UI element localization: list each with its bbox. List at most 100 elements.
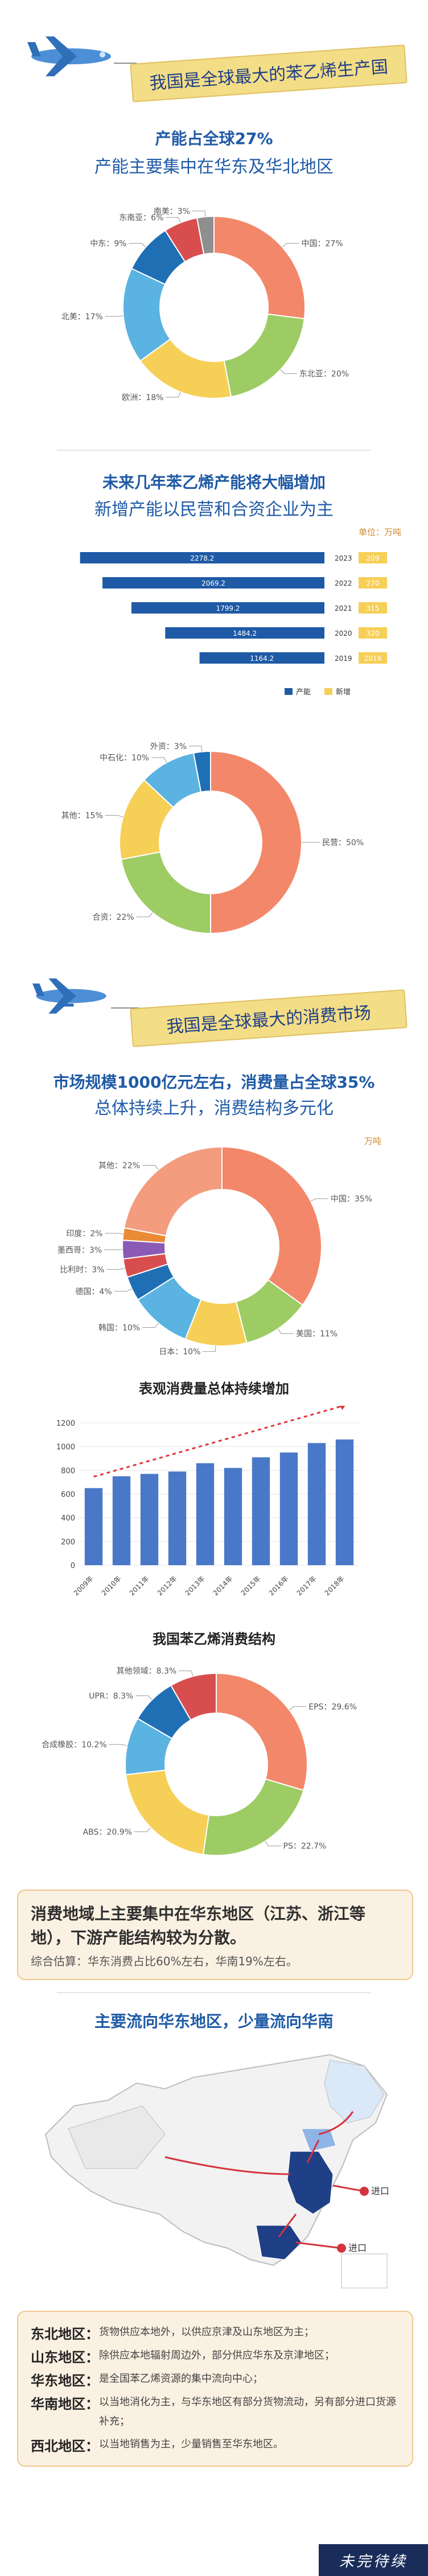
section5-title: 我国苯乙烯消费结构 <box>153 1631 275 1647</box>
trend-arrow <box>93 1406 345 1478</box>
pie-leader-line <box>203 1345 216 1352</box>
y-tick-label: 800 <box>61 1467 75 1475</box>
pie-leader-line <box>135 1695 153 1700</box>
pie-leader-line <box>136 912 153 917</box>
pie-label: 德国：4% <box>75 1287 112 1297</box>
capacity-bar <box>131 602 325 614</box>
pie-leader-line <box>282 243 299 248</box>
unit-label: 单位：万吨 <box>359 527 402 537</box>
pie-label: 外资：3% <box>150 742 187 751</box>
section2-title: 未来几年苯乙烯产能将大幅增加 <box>102 473 326 492</box>
capacity-value-label: 2069.2 <box>201 579 225 587</box>
pie-label: 南美：3% <box>154 207 190 216</box>
x-tick-label: 2009年 <box>72 1574 95 1597</box>
legend-swatch <box>285 688 293 695</box>
new-capacity-label: 320 <box>367 629 380 637</box>
apparent-consumption-chart: 0 200 400 600 800 1000 1200 2009年 2010年 2011年 2012… <box>56 1406 359 1597</box>
y-tick-label: 0 <box>71 1562 75 1570</box>
legend-label: 新增 <box>336 688 351 697</box>
new-capacity-label: 2019 <box>364 655 382 662</box>
y-tick-label: 400 <box>61 1515 75 1523</box>
pie-slice <box>202 1778 304 1856</box>
south-china-region <box>256 2225 302 2260</box>
y-tick-label: 1000 <box>56 1443 75 1452</box>
pie-leader-line <box>277 1328 294 1334</box>
region-name: 西北地区： <box>31 2438 99 2454</box>
pie-label: 中东：9% <box>90 240 126 249</box>
section1-subtitle: 产能主要集中在华东及华北地区 <box>94 157 334 177</box>
x-tick-label: 2018年 <box>323 1574 346 1597</box>
region-row: 华南地区： 以当地消化为主，与华东地区有部分货物流动，另有部分进口货源补充； <box>18 2391 412 2433</box>
y-tick-label: 600 <box>61 1491 75 1499</box>
pie-leader-line <box>151 757 167 763</box>
consumption-bar <box>252 1457 270 1565</box>
x-tick-label: 2016年 <box>268 1574 290 1597</box>
pie-leader-line <box>109 1744 127 1746</box>
import-point-icon <box>337 2244 346 2253</box>
pie-slice <box>223 313 305 398</box>
northwest-region <box>68 2105 166 2169</box>
banner-title-2: 我国是全球最大的消费市场 <box>130 989 408 1047</box>
consumption-bar <box>196 1463 215 1565</box>
new-capacity-box <box>359 552 387 563</box>
capacity-bar <box>165 627 324 639</box>
pie-leader-line <box>289 1706 307 1710</box>
banner-rope <box>111 1007 139 1009</box>
pie-slice <box>210 750 302 935</box>
pie-leader-line <box>166 392 181 398</box>
pie-label: 东南亚：6% <box>119 213 163 223</box>
pie-leader-line <box>142 1164 159 1170</box>
pie-slice <box>196 215 215 255</box>
new-capacity-donut: 民营：50% 合资：22% 其他：15% 中石化：10%外资：3% <box>61 742 364 935</box>
capacity-bar <box>80 552 324 563</box>
capacity-value-label: 1164.2 <box>250 655 274 662</box>
pie-slice <box>123 1146 223 1237</box>
regions-note-box: 东北地区： 货物供应本地外，以供应京津及山东地区为主； 山东地区： 除供应本地辐射周边… <box>17 2311 413 2467</box>
capacity-value-label: 1484.2 <box>233 629 257 637</box>
pie-label: 中石化：10% <box>100 754 149 763</box>
pie-label: 印度：2% <box>66 1229 102 1238</box>
pie-label: 欧洲：18% <box>122 393 163 402</box>
pie-slice <box>213 215 306 320</box>
capacity-bar <box>199 652 324 664</box>
pie-label: 其他领域：8.3% <box>117 1667 177 1676</box>
pie-slice <box>170 1672 217 1721</box>
new-capacity-box <box>359 602 387 614</box>
legend-label: 产能 <box>296 688 311 697</box>
new-capacity-box <box>359 652 387 664</box>
northeast-region <box>324 2060 385 2124</box>
pie-slice <box>216 1672 308 1791</box>
pie-label: UPR：8.3% <box>89 1692 133 1701</box>
pie-leader-line <box>310 1198 328 1201</box>
x-tick-label: 2012年 <box>156 1574 179 1597</box>
consumption-bar <box>112 1476 131 1565</box>
pie-label: 东北亚：20% <box>299 369 349 378</box>
pie-leader-line <box>265 1841 281 1846</box>
pie-leader-line <box>134 1827 151 1832</box>
new-capacity-label: 209 <box>367 554 380 562</box>
section4-title: 表观消费量总体持续增加 <box>139 1381 289 1397</box>
pie-label: 合成橡胶：10.2% <box>42 1740 106 1750</box>
region-description: 以当地销售为主，少量销售至华东地区。 <box>99 2438 283 2450</box>
consumption-bar <box>335 1439 354 1565</box>
consumption-bar <box>140 1474 159 1565</box>
region-row: 华东地区： 是全国苯乙烯资源的集中流向中心； <box>18 2368 412 2391</box>
pie-label: ABS：20.9% <box>83 1828 132 1837</box>
x-tick-label: 2011年 <box>128 1574 151 1597</box>
consumption-bar <box>168 1471 187 1565</box>
consumption-bar <box>279 1452 298 1565</box>
year-label: 2020 <box>335 629 352 637</box>
region-description: 是全国苯乙烯资源的集中流向中心； <box>99 2373 263 2385</box>
region-description: 以当地消化为主，与华东地区有部分货物流动，另有部分进口货源补充； <box>99 2396 396 2427</box>
pie-leader-line <box>166 217 181 223</box>
note-subtext: 综合估算：华东消费占比60%左右，华南19%左右。 <box>31 1954 298 1968</box>
south-sea-inset <box>341 2253 388 2289</box>
flow-arrows <box>164 2111 365 2249</box>
capacity-value-label: 2278.2 <box>190 554 214 562</box>
consumption-bar <box>84 1488 103 1565</box>
east-china-region <box>287 2151 334 2215</box>
pie-label: 其他：15% <box>61 812 103 821</box>
capacity-value-label: 1799.2 <box>216 604 240 612</box>
capacity-future-chart: 2278.2 2023 209 2069.2 2022 270 1799.2 2021 315 1… <box>80 552 387 697</box>
